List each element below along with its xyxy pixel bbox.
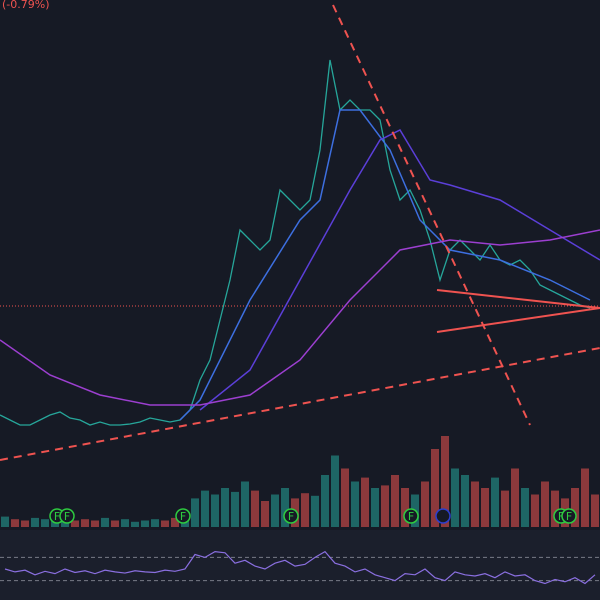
volume-bar bbox=[81, 519, 89, 527]
volume-bar bbox=[261, 501, 269, 527]
event-marker bbox=[59, 508, 75, 524]
change-label: (-0.79%) bbox=[2, 0, 50, 11]
volume-bar bbox=[171, 517, 179, 527]
volume-bar bbox=[351, 481, 359, 527]
volume-bar bbox=[161, 520, 169, 527]
event-label: F bbox=[408, 510, 414, 523]
volume-bar bbox=[341, 468, 349, 527]
event-label: F bbox=[558, 510, 564, 523]
volume-bar bbox=[591, 494, 599, 527]
volume-bar bbox=[321, 475, 329, 527]
volume-bar bbox=[301, 493, 309, 527]
volume-bar bbox=[491, 477, 499, 527]
event-label: F bbox=[64, 510, 70, 523]
moving-average bbox=[179, 109, 591, 421]
volume-bar bbox=[451, 468, 459, 527]
volume-bar bbox=[481, 488, 489, 527]
volume-bar bbox=[371, 488, 379, 527]
trendline bbox=[436, 289, 600, 309]
volume-bar bbox=[501, 490, 509, 527]
volume-bar bbox=[401, 488, 409, 527]
moving-average bbox=[0, 229, 600, 406]
volume-bar bbox=[381, 485, 389, 527]
volume-bar bbox=[41, 519, 49, 527]
event-marker bbox=[561, 508, 577, 524]
volume-bar bbox=[101, 517, 109, 527]
volume-bar bbox=[131, 521, 139, 527]
volume-bar bbox=[241, 481, 249, 527]
volume-bar bbox=[1, 516, 9, 527]
volume-bar bbox=[571, 488, 579, 527]
volume-bar bbox=[11, 519, 19, 527]
volume-bar bbox=[361, 477, 369, 527]
volume-bar bbox=[461, 475, 469, 527]
volume-bar bbox=[21, 520, 29, 527]
event-label: F bbox=[54, 510, 60, 523]
volume-bar bbox=[71, 520, 79, 527]
volume-bar bbox=[91, 520, 99, 527]
trendline bbox=[0, 347, 600, 461]
rsi-line bbox=[4, 550, 596, 585]
trendline bbox=[436, 307, 600, 333]
volume-bar bbox=[121, 519, 129, 527]
event-marker bbox=[403, 508, 419, 524]
volume-bar bbox=[271, 494, 279, 527]
volume-bar bbox=[211, 494, 219, 527]
volume-bar bbox=[141, 520, 149, 527]
volume-bar bbox=[31, 517, 39, 527]
moving-average bbox=[199, 129, 600, 411]
volume-bar bbox=[531, 494, 539, 527]
volume-bar bbox=[511, 468, 519, 527]
event-label: F bbox=[180, 510, 186, 523]
event-marker bbox=[283, 508, 299, 524]
volume-bar bbox=[541, 481, 549, 527]
price-line bbox=[0, 59, 591, 426]
event-marker bbox=[175, 508, 191, 524]
trendline bbox=[332, 4, 531, 426]
event-label: F bbox=[566, 510, 572, 523]
volume-bar bbox=[521, 488, 529, 527]
volume-bar bbox=[551, 490, 559, 527]
volume-bar bbox=[151, 519, 159, 527]
volume-bar bbox=[421, 481, 429, 527]
volume-bar bbox=[251, 490, 259, 527]
event-marker bbox=[435, 508, 451, 524]
volume-bar bbox=[231, 491, 239, 527]
volume-bar bbox=[111, 520, 119, 527]
volume-bar bbox=[221, 488, 229, 527]
volume-bar bbox=[191, 498, 199, 527]
volume-bar bbox=[331, 455, 339, 527]
volume-bar bbox=[281, 488, 289, 527]
volume-bar bbox=[471, 481, 479, 527]
volume-bar bbox=[431, 449, 439, 527]
volume-bar bbox=[441, 436, 449, 527]
volume-bar bbox=[391, 475, 399, 527]
event-label: F bbox=[288, 510, 294, 523]
volume-bar bbox=[581, 468, 589, 527]
volume-bar bbox=[311, 495, 319, 527]
volume-bar bbox=[201, 490, 209, 527]
